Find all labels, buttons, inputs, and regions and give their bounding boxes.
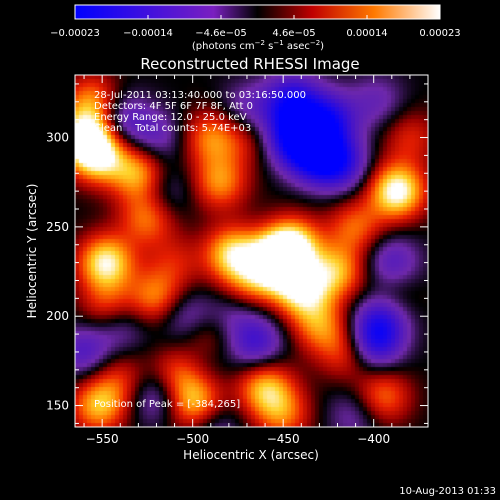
x-axis: −550 −500 −450 −400 bbox=[83, 75, 429, 446]
annotation-energy-range: Energy Range: 12.0 - 25.0 keV bbox=[94, 112, 247, 123]
heatmap-image bbox=[75, 75, 428, 427]
y-axis: 150 200 250 300 bbox=[46, 83, 428, 424]
observation-annotations: 28-Jul-2011 03:13:40.000 to 03:16:50.000… bbox=[94, 90, 306, 134]
colorbar-tick-label: 0.00023 bbox=[419, 28, 460, 39]
peak-position-label: Position of Peak = [-384,265] bbox=[94, 399, 240, 410]
annotation-total-counts: Clean Total counts: 5.74E+03 bbox=[94, 123, 251, 134]
x-tick-label: −450 bbox=[267, 432, 300, 446]
chart-title: Reconstructed RHESSI Image bbox=[140, 55, 359, 73]
y-tick-label: 300 bbox=[46, 131, 69, 145]
colorbar-tick-label: −4.6e−05 bbox=[195, 28, 247, 39]
footer-date: 10-Aug-2013 01:33 bbox=[399, 486, 496, 497]
annotation-time-range: 28-Jul-2011 03:13:40.000 to 03:16:50.000 bbox=[94, 90, 306, 101]
plot-frame bbox=[74, 74, 429, 428]
colorbar-tick-label: −0.00014 bbox=[123, 28, 173, 39]
y-tick-label: 200 bbox=[46, 309, 69, 323]
colorbar bbox=[74, 4, 441, 20]
x-tick-label: −550 bbox=[86, 432, 119, 446]
colorbar-units: (photons cm−2 s−1 asec−2) bbox=[192, 39, 324, 52]
y-tick-label: 250 bbox=[46, 220, 69, 234]
x-axis-label: Heliocentric X (arcsec) bbox=[183, 448, 319, 462]
y-axis-label: Heliocentric Y (arcsec) bbox=[25, 184, 39, 319]
x-tick-label: −500 bbox=[176, 432, 209, 446]
annotation-detectors: Detectors: 4F 5F 6F 7F 8F, Att 0 bbox=[94, 101, 253, 112]
colorbar-ticks: −0.00023 −0.00014 −4.6e−05 4.6e−05 0.00014 0.… bbox=[50, 15, 461, 39]
y-tick-label: 150 bbox=[46, 399, 69, 413]
colorbar-tick-label: −0.00023 bbox=[50, 28, 100, 39]
x-tick-label: −400 bbox=[357, 432, 390, 446]
colorbar-tick-label: 4.6e−05 bbox=[272, 28, 315, 39]
colorbar-tick-label: 0.00014 bbox=[346, 28, 387, 39]
